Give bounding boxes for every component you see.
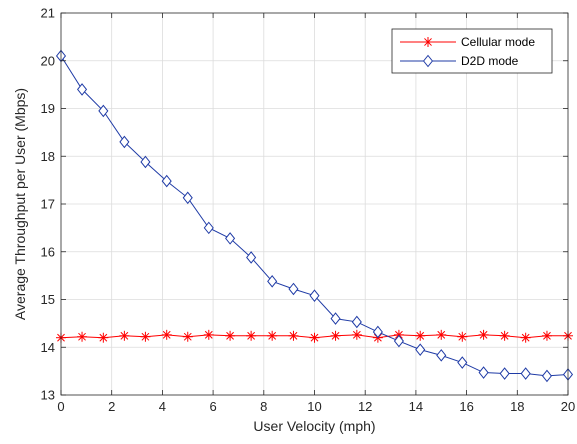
- x-tick-label: 20: [561, 399, 575, 414]
- legend-item-cellular-mode: Cellular mode: [400, 35, 535, 49]
- data-point-cellular-mode: [288, 330, 299, 341]
- data-point-d2d-mode: [372, 325, 383, 339]
- x-tick-label: 0: [57, 399, 64, 414]
- data-point-d2d-mode: [351, 315, 362, 329]
- legend: Cellular mode D2D mode: [391, 28, 553, 74]
- legend-marker-asterisk: [423, 37, 433, 47]
- x-tick-label: 18: [510, 399, 524, 414]
- data-point-d2d-mode: [77, 83, 88, 96]
- data-point-cellular-mode: [330, 330, 341, 341]
- data-point-cellular-mode: [119, 330, 130, 341]
- data-point-cellular-mode: [309, 332, 320, 343]
- x-axis-label: User Velocity (mph): [253, 418, 375, 434]
- data-point-cellular-mode: [246, 330, 257, 341]
- data-point-d2d-mode: [436, 349, 447, 362]
- data-point-d2d-mode: [393, 334, 404, 348]
- data-point-cellular-mode: [267, 330, 278, 341]
- x-tick-label: 8: [260, 399, 267, 414]
- x-tick-label: 4: [159, 399, 166, 414]
- data-point-d2d-mode: [457, 356, 468, 369]
- y-tick-label: 18: [41, 149, 55, 164]
- y-axis-label: Average Throughput per User (Mbps): [12, 88, 28, 320]
- x-tick-label: 16: [459, 399, 473, 414]
- data-point-d2d-mode: [267, 275, 278, 288]
- y-tick-label: 21: [41, 6, 55, 21]
- data-point-cellular-mode: [161, 329, 172, 340]
- data-point-cellular-mode: [415, 330, 426, 341]
- legend-marker-diamond: [422, 54, 434, 68]
- data-point-d2d-mode: [309, 289, 320, 302]
- legend-label: Cellular mode: [461, 35, 535, 49]
- data-point-d2d-mode: [415, 343, 426, 356]
- data-point-cellular-mode: [457, 331, 468, 342]
- data-point-cellular-mode: [351, 329, 362, 340]
- y-tick-label: 17: [41, 197, 55, 212]
- y-tick-label: 19: [41, 101, 55, 116]
- data-point-d2d-mode: [98, 104, 109, 118]
- y-tick-label: 16: [41, 244, 55, 259]
- data-point-d2d-mode: [520, 367, 531, 380]
- x-tick-label: 10: [307, 399, 321, 414]
- data-point-d2d-mode: [330, 312, 341, 325]
- data-point-cellular-mode: [140, 331, 151, 342]
- data-point-cellular-mode: [436, 329, 447, 340]
- x-tick-label: 12: [358, 399, 372, 414]
- data-point-cellular-mode: [478, 329, 489, 340]
- data-point-d2d-mode: [246, 251, 257, 264]
- data-point-d2d-mode: [140, 155, 151, 169]
- data-point-cellular-mode: [225, 330, 236, 341]
- data-point-cellular-mode: [541, 330, 552, 341]
- x-tick-label: 2: [108, 399, 115, 414]
- data-point-cellular-mode: [98, 332, 109, 343]
- data-point-cellular-mode: [203, 329, 214, 340]
- data-point-d2d-mode: [182, 191, 193, 205]
- y-tick-label: 14: [41, 340, 55, 355]
- axes: 0 2 4 6 8 10 12 14 16 18 20 13 14 15 16 17 18 19 20 21: [41, 6, 576, 415]
- x-tick-label: 6: [209, 399, 216, 414]
- data-point-d2d-mode: [288, 282, 299, 296]
- data-point-d2d-mode: [225, 232, 236, 245]
- data-point-cellular-mode: [182, 331, 193, 342]
- data-point-d2d-mode: [161, 174, 172, 188]
- data-point-d2d-mode: [478, 366, 489, 379]
- legend-label: D2D mode: [461, 54, 519, 68]
- data-point-d2d-mode: [541, 369, 552, 383]
- data-point-d2d-mode: [499, 367, 510, 380]
- data-point-cellular-mode: [520, 332, 531, 343]
- data-point-cellular-mode: [77, 331, 88, 342]
- x-tick-label: 14: [409, 399, 423, 414]
- y-tick-label: 20: [41, 53, 55, 68]
- y-tick-label: 13: [41, 388, 55, 403]
- legend-item-d2d-mode: D2D mode: [400, 54, 519, 68]
- data-point-d2d-mode: [203, 221, 214, 235]
- data-point-d2d-mode: [119, 135, 130, 149]
- legend-box: [391, 28, 553, 74]
- data-point-cellular-mode: [499, 330, 510, 341]
- y-tick-label: 15: [41, 292, 55, 307]
